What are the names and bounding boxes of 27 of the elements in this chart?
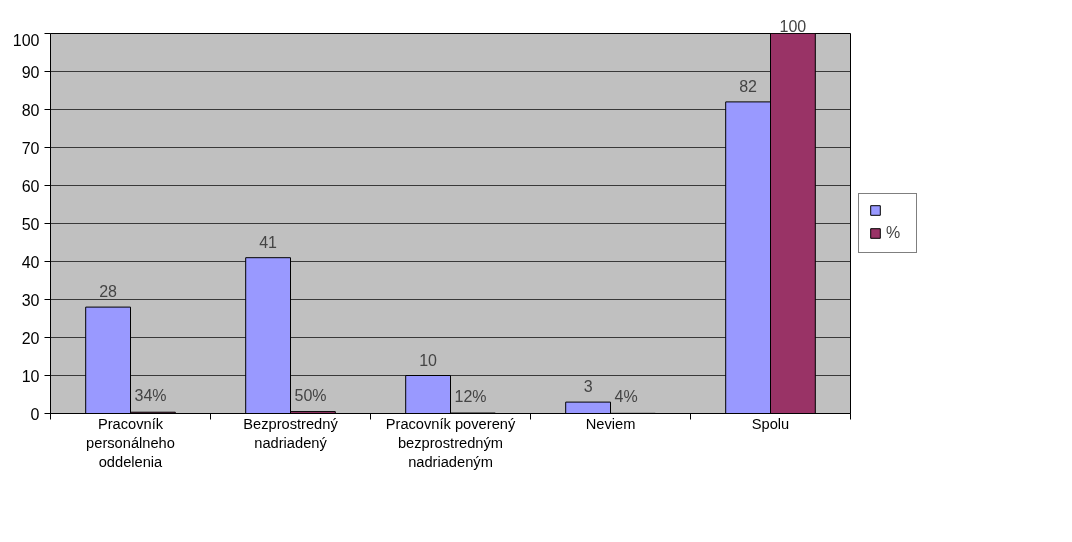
y-tick-label: 70 — [21, 139, 40, 157]
data-label: 82 — [739, 77, 758, 95]
data-label: 3 — [583, 378, 593, 396]
x-tick-label: Pracovník personálneho oddelenia — [86, 415, 175, 470]
data-label: 4% — [614, 388, 638, 406]
x-tick-label: Neviem — [585, 415, 636, 432]
y-tick-label: 80 — [21, 101, 40, 119]
x-tick-label: Bezprostredný nadriadený — [243, 415, 339, 451]
x-tick-label: Spolu — [751, 415, 790, 432]
y-tick-label: 100 — [12, 31, 40, 49]
y-tick-label: 10 — [21, 367, 40, 385]
data-label: 28 — [99, 283, 118, 301]
data-label: 34% — [134, 387, 167, 405]
data-label: 12% — [454, 388, 487, 406]
y-tick-label: 0 — [30, 405, 40, 423]
data-label: 10 — [419, 351, 438, 369]
y-tick-label: 40 — [21, 253, 40, 271]
data-label: 100 — [779, 17, 807, 35]
y-tick-label: 60 — [21, 177, 40, 195]
legend-label: % — [886, 224, 902, 242]
y-tick-label: 30 — [21, 291, 40, 309]
y-tick-label: 50 — [21, 215, 40, 233]
data-label: 50% — [294, 386, 327, 404]
x-tick-label: Pracovník poverený bezprostredným nadriadeným — [385, 415, 516, 470]
y-tick-label: 90 — [21, 63, 40, 81]
data-label: 41 — [259, 233, 278, 251]
y-tick-label: 20 — [21, 329, 40, 347]
